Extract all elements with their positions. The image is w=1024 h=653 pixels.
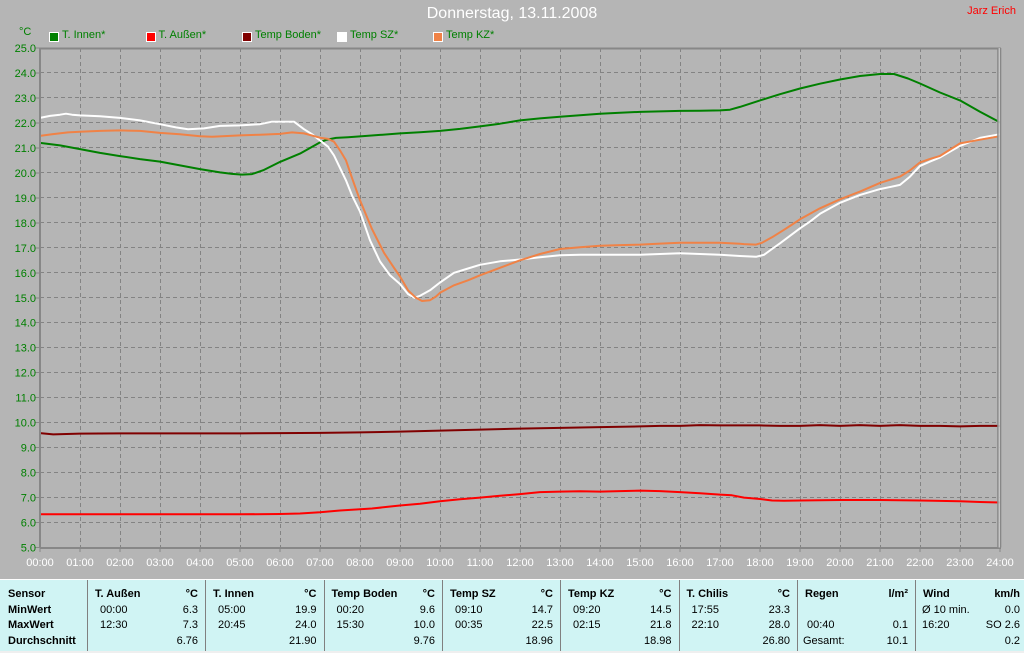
svg-text:19:00: 19:00 xyxy=(786,557,814,569)
svg-text:20:00: 20:00 xyxy=(826,557,854,569)
svg-text:8.0: 8.0 xyxy=(21,468,36,480)
svg-text:23.0: 23.0 xyxy=(15,93,36,105)
svg-text:12.0: 12.0 xyxy=(15,368,36,380)
svg-text:9.0: 9.0 xyxy=(21,443,36,455)
svg-text:14:00: 14:00 xyxy=(586,557,614,569)
svg-text:23:00: 23:00 xyxy=(946,557,974,569)
svg-text:03:00: 03:00 xyxy=(146,557,174,569)
svg-text:07:00: 07:00 xyxy=(306,557,334,569)
svg-text:17:00: 17:00 xyxy=(706,557,734,569)
svg-text:24.0: 24.0 xyxy=(15,68,36,80)
svg-text:09:00: 09:00 xyxy=(386,557,414,569)
svg-text:11.0: 11.0 xyxy=(15,393,36,405)
svg-text:14.0: 14.0 xyxy=(15,318,36,330)
svg-text:6.0: 6.0 xyxy=(21,518,36,530)
svg-text:20.0: 20.0 xyxy=(15,168,36,180)
svg-text:22:00: 22:00 xyxy=(906,557,934,569)
svg-text:16:00: 16:00 xyxy=(666,557,694,569)
svg-text:5.0: 5.0 xyxy=(21,543,36,555)
svg-text:10.0: 10.0 xyxy=(15,418,36,430)
svg-text:21.0: 21.0 xyxy=(15,143,36,155)
svg-text:13:00: 13:00 xyxy=(546,557,574,569)
svg-text:18:00: 18:00 xyxy=(746,557,774,569)
svg-text:13.0: 13.0 xyxy=(15,343,36,355)
svg-text:12:00: 12:00 xyxy=(506,557,534,569)
svg-text:18.0: 18.0 xyxy=(15,218,36,230)
svg-text:15.0: 15.0 xyxy=(15,293,36,305)
svg-text:05:00: 05:00 xyxy=(226,557,254,569)
svg-text:21:00: 21:00 xyxy=(866,557,894,569)
svg-text:17.0: 17.0 xyxy=(15,243,36,255)
svg-text:15:00: 15:00 xyxy=(626,557,654,569)
svg-text:24:00: 24:00 xyxy=(986,557,1014,569)
svg-text:10:00: 10:00 xyxy=(426,557,454,569)
svg-text:25.0: 25.0 xyxy=(15,43,36,55)
svg-text:22.0: 22.0 xyxy=(15,118,36,130)
svg-text:08:00: 08:00 xyxy=(346,557,374,569)
svg-text:16.0: 16.0 xyxy=(15,268,36,280)
svg-text:01:00: 01:00 xyxy=(66,557,94,569)
svg-text:04:00: 04:00 xyxy=(186,557,214,569)
svg-text:7.0: 7.0 xyxy=(21,493,36,505)
svg-text:06:00: 06:00 xyxy=(266,557,294,569)
svg-text:00:00: 00:00 xyxy=(26,557,54,569)
svg-text:11:00: 11:00 xyxy=(467,557,494,569)
svg-text:19.0: 19.0 xyxy=(15,193,36,205)
svg-text:02:00: 02:00 xyxy=(106,557,134,569)
